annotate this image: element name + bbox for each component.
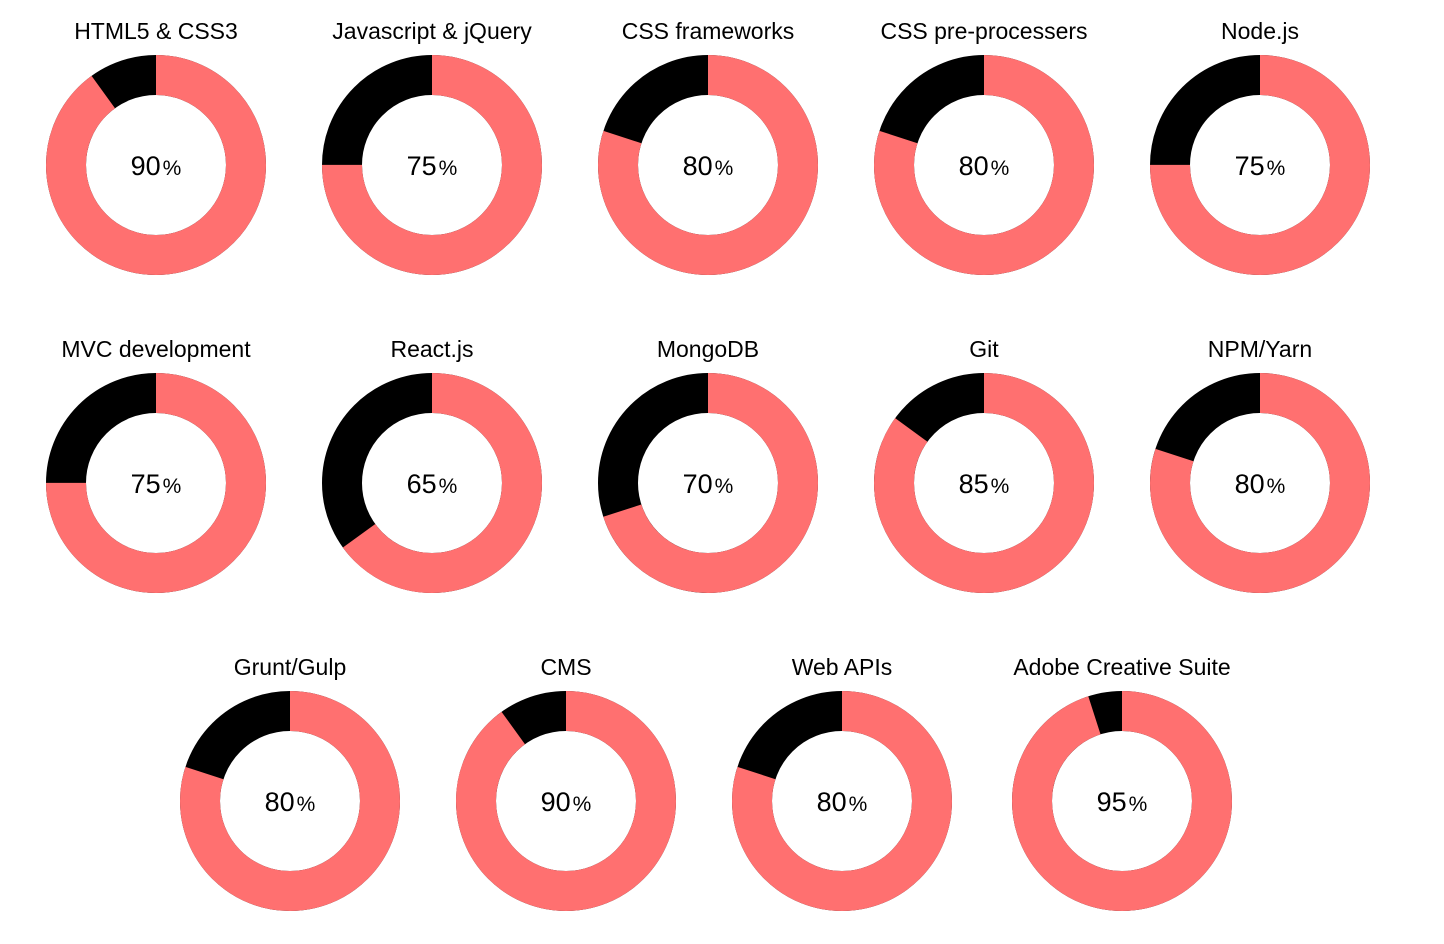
percent-sign: % bbox=[715, 157, 734, 180]
skill-donut: 80% bbox=[598, 55, 818, 275]
skill-card: Git 85% bbox=[846, 318, 1122, 618]
donut-filled-arc bbox=[598, 55, 818, 275]
donut-percent-label: 85% bbox=[959, 469, 1010, 499]
donut-filled-arc bbox=[46, 373, 266, 593]
skill-title: HTML5 & CSS3 bbox=[74, 18, 238, 44]
percent-value: 65 bbox=[407, 469, 437, 499]
percent-value: 80 bbox=[817, 787, 847, 817]
donut-percent-label: 80% bbox=[683, 151, 734, 181]
skill-title: MongoDB bbox=[656, 336, 760, 362]
skill-title: NPM/Yarn bbox=[1207, 336, 1313, 362]
percent-value: 75 bbox=[407, 151, 437, 181]
percent-value: 90 bbox=[131, 151, 161, 181]
donut-percent-label: 80% bbox=[1235, 469, 1286, 499]
donut-filled-arc bbox=[874, 373, 1094, 593]
percent-value: 85 bbox=[959, 469, 989, 499]
skill-title: MVC development bbox=[61, 336, 251, 362]
skill-title: CMS bbox=[540, 654, 592, 680]
skill-title: Web APIs bbox=[791, 654, 893, 680]
donut-filled-arc bbox=[1150, 55, 1370, 275]
donut-percent-label: 90% bbox=[541, 787, 592, 817]
donut-filled-arc bbox=[598, 373, 818, 593]
percent-value: 90 bbox=[541, 787, 571, 817]
skill-donut: 75% bbox=[46, 373, 266, 593]
donut-filled-arc bbox=[456, 691, 676, 911]
skill-card: CMS 90% bbox=[428, 636, 704, 936]
percent-sign: % bbox=[573, 793, 592, 816]
donut-filled-arc bbox=[874, 55, 1094, 275]
skill-title: Node.js bbox=[1221, 18, 1299, 44]
skill-card: Web APIs 80% bbox=[704, 636, 980, 936]
percent-value: 80 bbox=[1235, 469, 1265, 499]
percent-sign: % bbox=[163, 157, 182, 180]
skill-donut: 90% bbox=[46, 55, 266, 275]
donut-filled-arc bbox=[46, 55, 266, 275]
skill-title: CSS frameworks bbox=[621, 18, 795, 44]
skill-donut: 80% bbox=[732, 691, 952, 911]
skill-card: Adobe Creative Suite 95% bbox=[984, 636, 1260, 936]
donut-percent-label: 75% bbox=[131, 469, 182, 499]
skill-donut: 90% bbox=[456, 691, 676, 911]
donut-percent-label: 70% bbox=[683, 469, 734, 499]
skill-donut: 75% bbox=[1150, 55, 1370, 275]
skill-card: HTML5 & CSS3 90% bbox=[18, 0, 294, 300]
donut-filled-arc bbox=[1150, 373, 1370, 593]
skill-card: Grunt/Gulp 80% bbox=[152, 636, 428, 936]
percent-value: 70 bbox=[683, 469, 713, 499]
skill-title: Adobe Creative Suite bbox=[1013, 654, 1231, 680]
skill-card: Javascript & jQuery 75% bbox=[294, 0, 570, 300]
percent-sign: % bbox=[849, 793, 868, 816]
donut-percent-label: 80% bbox=[959, 151, 1010, 181]
percent-value: 95 bbox=[1097, 787, 1127, 817]
percent-sign: % bbox=[439, 475, 458, 498]
skill-card: CSS pre-processers 80% bbox=[846, 0, 1122, 300]
percent-sign: % bbox=[991, 475, 1010, 498]
skill-card: MongoDB 70% bbox=[570, 318, 846, 618]
donut-filled-arc bbox=[1012, 691, 1232, 911]
skill-donut: 95% bbox=[1012, 691, 1232, 911]
donut-percent-label: 75% bbox=[1235, 151, 1286, 181]
donut-percent-label: 95% bbox=[1097, 787, 1148, 817]
donut-percent-label: 80% bbox=[817, 787, 868, 817]
donut-percent-label: 75% bbox=[407, 151, 458, 181]
donut-filled-arc bbox=[322, 373, 542, 593]
skill-donut: 80% bbox=[1150, 373, 1370, 593]
percent-sign: % bbox=[1267, 475, 1286, 498]
skill-donut: 70% bbox=[598, 373, 818, 593]
skill-card: React.js 65% bbox=[294, 318, 570, 618]
percent-value: 80 bbox=[265, 787, 295, 817]
skill-donut: 65% bbox=[322, 373, 542, 593]
donut-percent-label: 65% bbox=[407, 469, 458, 499]
skill-title: Javascript & jQuery bbox=[332, 18, 532, 44]
percent-sign: % bbox=[439, 157, 458, 180]
skill-title: CSS pre-processers bbox=[880, 18, 1088, 44]
percent-sign: % bbox=[297, 793, 316, 816]
donut-filled-arc bbox=[180, 691, 400, 911]
percent-sign: % bbox=[991, 157, 1010, 180]
percent-value: 75 bbox=[1235, 151, 1265, 181]
skill-title: Git bbox=[969, 336, 999, 362]
percent-value: 80 bbox=[683, 151, 713, 181]
percent-value: 75 bbox=[131, 469, 161, 499]
skill-card: Node.js 75% bbox=[1122, 0, 1398, 300]
percent-sign: % bbox=[163, 475, 182, 498]
skill-title: React.js bbox=[390, 336, 474, 362]
percent-value: 80 bbox=[959, 151, 989, 181]
skill-donut: 85% bbox=[874, 373, 1094, 593]
percent-sign: % bbox=[1129, 793, 1148, 816]
skill-card: MVC development 75% bbox=[18, 318, 294, 618]
skill-card: CSS frameworks 80% bbox=[570, 0, 846, 300]
skill-donut: 75% bbox=[322, 55, 542, 275]
skill-donut: 80% bbox=[874, 55, 1094, 275]
percent-sign: % bbox=[1267, 157, 1286, 180]
donut-percent-label: 90% bbox=[131, 151, 182, 181]
donut-filled-arc bbox=[322, 55, 542, 275]
skill-card: NPM/Yarn 80% bbox=[1122, 318, 1398, 618]
skill-donut: 80% bbox=[180, 691, 400, 911]
skill-title: Grunt/Gulp bbox=[233, 654, 347, 680]
donut-percent-label: 80% bbox=[265, 787, 316, 817]
percent-sign: % bbox=[715, 475, 734, 498]
donut-filled-arc bbox=[732, 691, 952, 911]
